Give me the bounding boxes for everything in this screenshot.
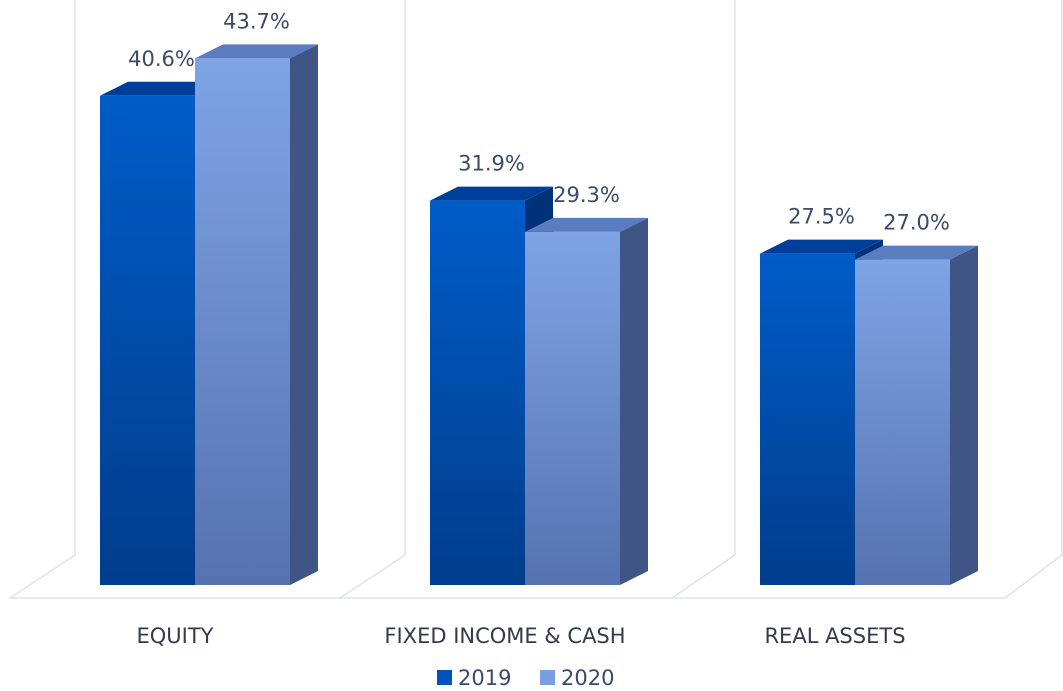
bar: [760, 253, 855, 585]
legend-swatch: [437, 670, 452, 685]
bar-top: [525, 217, 648, 232]
bar-side: [950, 245, 978, 585]
x-tick-label: REAL ASSETS: [764, 624, 905, 648]
data-label: 27.5%: [788, 205, 855, 229]
data-label: 27.0%: [883, 211, 950, 235]
bar: [100, 95, 195, 586]
bar: [430, 200, 525, 586]
bar: [525, 231, 620, 585]
bar-top: [855, 245, 978, 260]
data-label: 31.9%: [458, 152, 525, 176]
legend-label: 2019: [458, 666, 511, 690]
data-label: 40.6%: [128, 47, 195, 71]
bar: [855, 259, 950, 585]
bar-side: [620, 217, 648, 585]
bar-side: [290, 44, 318, 586]
data-label: 29.3%: [553, 183, 620, 207]
floor: [7, 0, 1063, 599]
bar-top: [430, 186, 553, 201]
data-label: 43.7%: [223, 9, 290, 33]
bar: [195, 58, 290, 586]
bar-top: [100, 81, 223, 96]
bar-top: [760, 239, 883, 254]
x-tick-label: FIXED INCOME & CASH: [384, 624, 625, 648]
bar-top: [195, 44, 318, 59]
x-tick-label: EQUITY: [136, 624, 213, 648]
legend-swatch: [540, 670, 555, 685]
legend-label: 2020: [561, 666, 614, 690]
